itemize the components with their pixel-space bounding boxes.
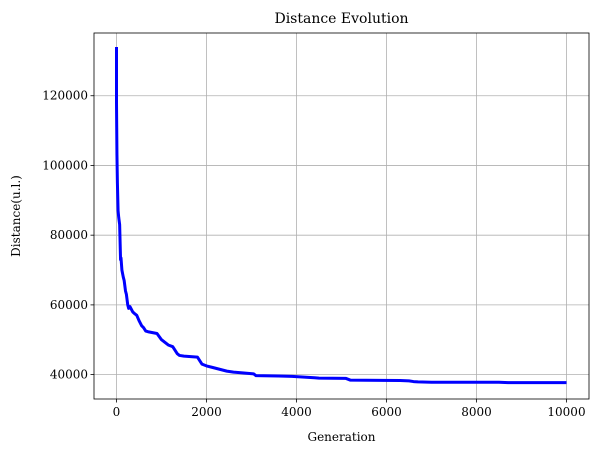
x-axis-label: Generation xyxy=(307,430,375,444)
x-tick-label: 2000 xyxy=(191,405,222,419)
ticks: 0 2000 4000 6000 8000 10000 40000 60000 80000 100… xyxy=(42,89,585,419)
y-axis-label: Distance(u.l.) xyxy=(9,175,23,257)
x-tick-label: 8000 xyxy=(461,405,492,419)
y-tick-label: 120000 xyxy=(42,89,88,103)
y-tick-label: 100000 xyxy=(42,158,88,172)
chart-title: Distance Evolution xyxy=(274,11,408,27)
series-line-distance xyxy=(115,46,567,385)
x-tick-label: 4000 xyxy=(281,405,312,419)
y-tick-label: 40000 xyxy=(50,368,88,382)
x-tick-label: 10000 xyxy=(547,405,585,419)
series-layer xyxy=(115,46,567,385)
y-tick-label: 60000 xyxy=(50,298,88,312)
y-tick-label: 80000 xyxy=(50,228,88,242)
x-tick-label: 0 xyxy=(113,405,121,419)
plot-frame xyxy=(93,32,590,400)
grid xyxy=(94,33,589,399)
x-tick-label: 6000 xyxy=(371,405,402,419)
